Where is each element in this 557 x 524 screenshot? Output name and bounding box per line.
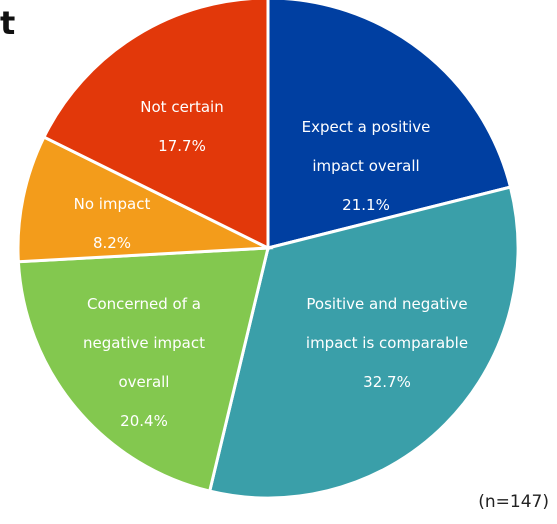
pie-slice [16, 135, 274, 264]
slice-label: Expect a positive impact overall 21.1% [281, 108, 451, 225]
value-label: 20.4% [120, 412, 168, 430]
category-label: Expect a positive impact overall [301, 118, 431, 175]
slice-label: Concerned of a negative impact overall 20… [59, 285, 229, 441]
category-label: Concerned of a negative impact overall [83, 295, 205, 391]
category-label: Not certain [140, 98, 224, 116]
pie-slice [41, 0, 270, 251]
value-label: 21.1% [342, 196, 390, 214]
slice-label: No impact 8.2% [57, 185, 167, 263]
pie-slice [266, 0, 513, 250]
sample-size-note: (n=147) [478, 492, 549, 512]
pie-slice [16, 246, 270, 493]
value-label: 8.2% [92, 234, 132, 252]
pie-slice [207, 185, 520, 500]
slice-label: Positive and negative impact is comparab… [282, 285, 492, 402]
slice-label: Not certain 17.7% [122, 88, 242, 166]
value-label: 32.7% [363, 373, 411, 391]
chart-title: t [0, 4, 16, 42]
category-label: No impact [73, 195, 151, 213]
value-label: 17.7% [158, 137, 206, 155]
category-label: Positive and negative impact is comparab… [305, 295, 469, 352]
